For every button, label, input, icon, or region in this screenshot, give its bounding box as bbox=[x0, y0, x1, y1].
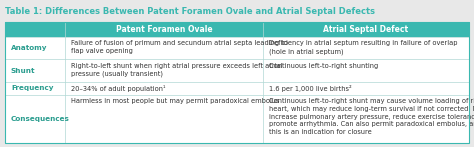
Text: Continuous left-to-right shunt may cause volume loading of right
heart, which ma: Continuous left-to-right shunt may cause… bbox=[268, 98, 474, 135]
Text: Shunt: Shunt bbox=[11, 68, 36, 74]
Text: Continuous left-to-right shunting: Continuous left-to-right shunting bbox=[268, 63, 378, 69]
Text: Failure of fusion of primum and secundum atrial septa leading to
flap valve open: Failure of fusion of primum and secundum… bbox=[71, 40, 288, 54]
Text: 1.6 per 1,000 live births²: 1.6 per 1,000 live births² bbox=[268, 85, 351, 92]
Text: Table 1: Differences Between Patent Foramen Ovale and Atrial Septal Defects: Table 1: Differences Between Patent Fora… bbox=[5, 7, 375, 16]
Text: Patent Foramen Ovale: Patent Foramen Ovale bbox=[116, 25, 212, 34]
Text: Anatomy: Anatomy bbox=[11, 45, 47, 51]
Text: 20–34% of adult population¹: 20–34% of adult population¹ bbox=[71, 85, 166, 92]
Text: Deficiency in atrial septum resulting in failure of overlap
(hole in atrial sept: Deficiency in atrial septum resulting in… bbox=[268, 40, 457, 55]
Text: Right-to-left shunt when right atrial pressure exceeds left atrial
pressure (usu: Right-to-left shunt when right atrial pr… bbox=[71, 63, 283, 77]
Bar bbox=[5, 22, 469, 143]
Text: Harmless in most people but may permit paradoxical embolus: Harmless in most people but may permit p… bbox=[71, 98, 280, 104]
Text: Consequences: Consequences bbox=[11, 116, 70, 122]
Bar bbox=[5, 22, 469, 143]
Bar bbox=[5, 22, 469, 37]
Text: Atrial Septal Defect: Atrial Septal Defect bbox=[323, 25, 408, 34]
Text: Frequency: Frequency bbox=[11, 85, 54, 91]
